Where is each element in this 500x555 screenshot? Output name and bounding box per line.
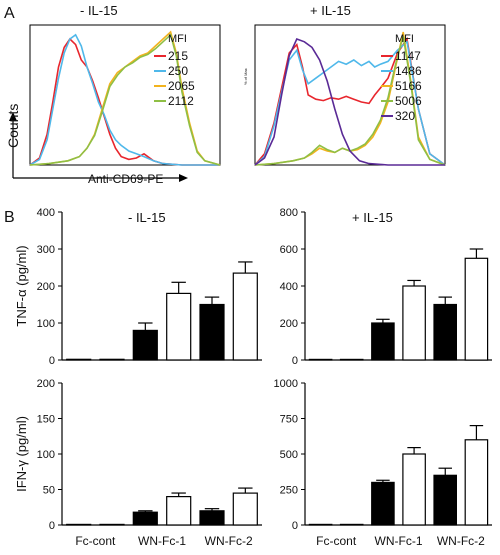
x-tick-label: WN-Fc-1 [375,534,423,548]
bar [99,358,125,361]
panel-b-label: B [4,209,15,226]
bar [339,358,364,361]
legend-title: MFI [395,33,414,45]
x-tick-label: WN-Fc-1 [138,534,186,548]
y-tick-label: 400 [280,281,298,293]
legend-entry: 5166 [395,79,422,93]
y-tick-label: 0 [292,520,298,532]
bar [232,492,258,526]
x-tick-label: Fc-cont [316,534,357,548]
y-tick-label: 800 [280,207,298,219]
y-axis-label: IFN-γ (pg/ml) [14,416,29,492]
bar [339,523,364,526]
y-tick-label: 250 [280,485,298,497]
x-tick-label: Fc-cont [75,534,116,548]
bar [433,303,457,361]
y-tick-label: 0 [49,355,55,367]
plot-frame [254,24,446,166]
series-line [254,35,446,166]
legend-entry: 320 [395,109,415,123]
y-axis-label: Counts [5,104,21,148]
x-tick-label: WN-Fc-2 [205,534,253,548]
legend-entry: 215 [168,49,188,63]
y-tick-label: 200 [280,318,298,330]
legend-entry: 250 [168,64,188,78]
bar [199,510,225,526]
series-line [29,33,220,166]
bar-chart-ifn-minus-il15: 0 50 100 150 200 IFN-γ (pg/ml) Fc-cont WN-Fc-1 W… [14,378,262,548]
legend-entry: 1486 [395,64,422,78]
x-arrowhead [179,174,188,182]
chart-title: - IL-15 [128,210,166,225]
y-tick-label: 100 [37,318,55,330]
y-tick-label: 300 [37,244,55,256]
y-tick-label: 100 [37,449,55,461]
x-axis-label: Anti-CD69-PE [88,172,163,186]
legend-entry: 1147 [395,49,421,63]
y-tick-label: 500 [280,449,298,461]
y-tick-label: 750 [280,414,298,426]
plot-frame [29,24,221,166]
bar [66,358,92,361]
y-tick-label: 1000 [274,378,298,390]
y-axis-label: TNF-α (pg/ml) [14,245,29,326]
bar [433,474,457,526]
series-line [29,37,220,166]
bar-chart-tnf-plus-il15: + IL-15 0 200 400 600 800 [280,207,492,367]
panel-a-label: A [4,5,15,22]
y-tick-label: 200 [37,281,55,293]
y-tick-label: 400 [37,207,55,219]
y-tick-label: 600 [280,244,298,256]
bar [199,303,225,361]
bar [464,257,489,361]
bar [308,358,333,361]
y-tick-label: 0 [49,520,55,532]
y-axis-label: % of Max [243,68,248,85]
bar-chart-ifn-plus-il15: 0 250 500 750 1000 Fc-cont WN-Fc-1 WN-Fc-2 [274,378,492,548]
bar [132,329,158,361]
bar [402,285,426,361]
y-tick-label: 150 [37,414,55,426]
chart-title: + IL-15 [310,3,351,18]
legend-entry: 5006 [395,94,422,108]
legend-entry: 2065 [168,79,195,93]
bar [132,511,158,526]
bar [371,481,395,526]
bar [371,322,395,361]
chart-title: + IL-15 [352,210,393,225]
bar [232,272,258,361]
bar [166,496,192,526]
legend-entry: 2112 [168,94,194,108]
series-line [29,33,221,166]
y-tick-label: 50 [43,485,55,497]
y-tick-label: 0 [292,355,298,367]
chart-title: - IL-15 [80,3,118,18]
y-tick-label: 200 [37,378,55,390]
bar [402,453,426,526]
bar [166,292,192,361]
bar-chart-tnf-minus-il15: - IL-15 0 100 200 300 400 TNF-α (pg/ml) [14,207,262,367]
bar [464,439,489,526]
series-line [254,37,445,166]
legend-title: MFI [168,33,187,45]
bar [308,523,333,526]
bar [99,523,125,526]
y-arrowhead [9,112,17,121]
x-tick-label: WN-Fc-2 [437,534,485,548]
bar [66,523,92,526]
histogram-minus-il15: - IL-15 Counts Anti-CD69-PE MFI 215250206521… [5,3,221,186]
